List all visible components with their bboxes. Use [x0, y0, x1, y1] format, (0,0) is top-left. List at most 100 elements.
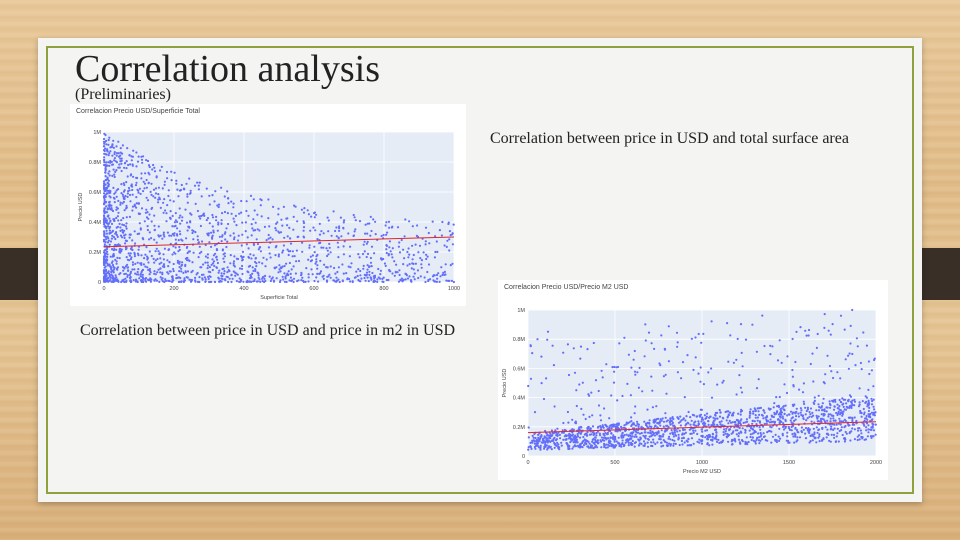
data-point	[424, 280, 427, 284]
data-point	[549, 440, 552, 443]
data-point	[735, 358, 738, 361]
data-point	[313, 211, 316, 214]
data-point	[809, 434, 812, 437]
data-point	[107, 225, 110, 228]
data-point	[190, 213, 193, 216]
data-point	[818, 433, 821, 436]
data-point	[634, 405, 637, 408]
data-point	[349, 245, 352, 248]
data-point	[627, 353, 630, 356]
data-point	[103, 207, 106, 210]
data-point	[583, 438, 586, 441]
data-point	[133, 251, 136, 254]
data-point	[287, 270, 290, 273]
data-point	[198, 181, 201, 184]
data-point	[417, 251, 420, 254]
data-point	[302, 229, 305, 232]
data-point	[539, 444, 542, 447]
data-point	[223, 232, 226, 235]
data-point	[114, 170, 117, 173]
data-point	[408, 275, 411, 278]
data-point	[265, 239, 268, 242]
data-point	[181, 216, 184, 219]
data-point	[396, 226, 400, 229]
data-point	[135, 202, 138, 205]
data-point	[733, 426, 736, 429]
data-point	[146, 211, 149, 214]
data-point	[866, 435, 869, 438]
data-point	[105, 238, 108, 241]
data-point	[443, 273, 446, 276]
data-point	[391, 247, 394, 250]
data-point	[174, 224, 177, 227]
data-point	[381, 277, 384, 280]
data-point	[823, 313, 826, 316]
data-point	[211, 213, 214, 217]
data-point	[436, 250, 439, 253]
data-point	[782, 405, 785, 408]
data-point	[160, 278, 163, 281]
data-point	[135, 273, 138, 276]
data-point	[582, 444, 586, 447]
data-point	[215, 219, 218, 222]
data-point	[702, 424, 706, 427]
data-point	[776, 359, 780, 362]
data-point	[123, 183, 126, 187]
data-point	[125, 222, 128, 225]
data-point	[367, 280, 370, 283]
data-point	[113, 280, 116, 283]
data-point	[679, 415, 682, 418]
data-point	[773, 402, 776, 405]
data-point	[814, 436, 817, 439]
data-point	[112, 236, 116, 239]
data-point	[561, 429, 564, 432]
data-point	[115, 260, 118, 263]
data-point	[106, 253, 109, 256]
data-point	[756, 419, 759, 422]
data-point	[103, 239, 106, 242]
data-point	[230, 212, 233, 215]
data-point	[716, 383, 719, 386]
data-point	[740, 408, 743, 411]
slide-subtitle: (Preliminaries)	[75, 86, 171, 103]
data-point	[200, 240, 204, 243]
data-point	[120, 162, 123, 165]
data-point	[702, 418, 705, 421]
data-point	[385, 251, 388, 255]
data-point	[369, 215, 372, 218]
data-point	[287, 250, 290, 253]
data-point	[220, 240, 223, 243]
data-point	[600, 428, 603, 431]
data-point	[676, 416, 679, 419]
data-point	[103, 163, 106, 167]
data-point	[385, 233, 388, 236]
data-point	[146, 266, 149, 269]
data-point	[149, 277, 152, 280]
data-point	[238, 280, 241, 283]
data-point	[870, 436, 873, 439]
data-point	[719, 411, 722, 414]
data-point	[178, 270, 181, 273]
data-point	[440, 266, 443, 269]
data-point	[724, 432, 727, 435]
data-point	[597, 404, 601, 407]
data-point	[704, 422, 707, 425]
data-point	[254, 229, 257, 232]
data-point	[742, 421, 745, 424]
data-point	[152, 195, 155, 198]
data-point	[214, 190, 217, 193]
data-point	[157, 225, 160, 228]
data-point	[279, 266, 282, 269]
data-point	[758, 426, 761, 429]
data-point	[632, 358, 635, 361]
data-point	[675, 331, 679, 334]
data-point	[778, 439, 781, 442]
data-point	[665, 424, 668, 427]
data-point	[345, 272, 348, 275]
data-point	[671, 433, 675, 436]
data-point	[681, 443, 684, 446]
data-point	[113, 201, 116, 204]
data-point	[872, 429, 876, 432]
data-point	[834, 398, 837, 401]
data-point	[694, 336, 697, 339]
